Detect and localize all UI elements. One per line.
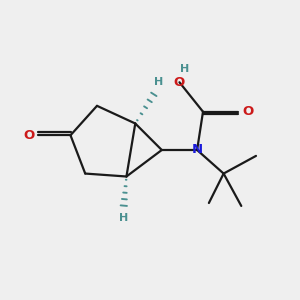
Text: H: H (119, 213, 128, 223)
Text: N: N (191, 143, 203, 157)
Text: O: O (242, 105, 254, 118)
Text: O: O (23, 129, 34, 142)
Text: H: H (154, 77, 163, 87)
Text: O: O (174, 76, 185, 89)
Text: H: H (180, 64, 189, 74)
